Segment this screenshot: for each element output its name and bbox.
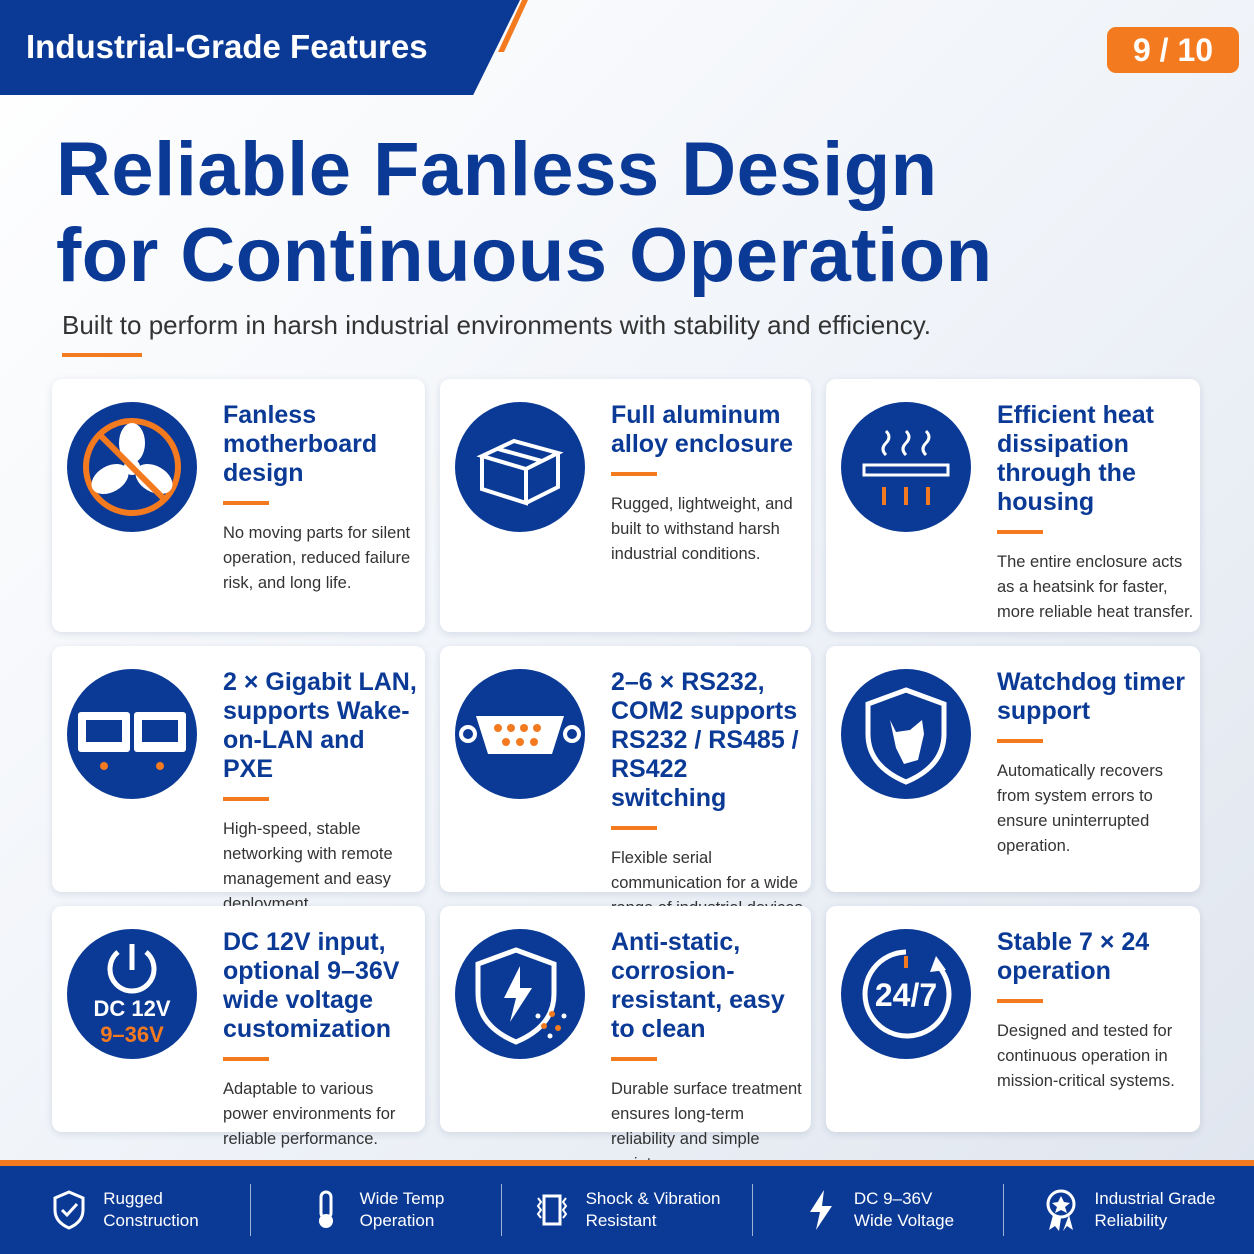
feature-card: 2–6 × RS232, COM2 supports RS232 / RS485… <box>440 646 811 942</box>
feature-icon <box>455 402 585 532</box>
card-rule <box>611 472 657 476</box>
card-text: Anti-static, corrosion-resistant, easy t… <box>611 928 809 1177</box>
footer-item: DC 9–36V Wide Voltage <box>753 1184 1004 1236</box>
card-rule <box>223 1057 269 1061</box>
card-description: Automatically recovers from system error… <box>997 762 1163 855</box>
card-text: Efficient heat dissipation through the h… <box>997 401 1195 625</box>
card-rule <box>223 501 269 505</box>
feature-card: 24/7 Stable 7 × 24 operation Designed and … <box>826 906 1200 1132</box>
footer-icon <box>809 1190 832 1230</box>
card-title: 2–6 × RS232, COM2 supports RS232 / RS485… <box>611 668 799 812</box>
footer-item: Wide Temp Operation <box>251 1184 502 1236</box>
footer-label: Shock & Vibration Resistant <box>586 1188 721 1232</box>
card-description: The entire enclosure acts as a heatsink … <box>997 553 1194 621</box>
feature-icon <box>841 402 971 532</box>
card-text: Watchdog timer support Automatically reco… <box>997 668 1195 859</box>
feature-card: Fanless motherboard design No moving part… <box>52 379 425 632</box>
card-title: Anti-static, corrosion-resistant, easy t… <box>611 928 785 1043</box>
card-description: Designed and tested for continuous opera… <box>997 1022 1175 1090</box>
card-text: 2 × Gigabit LAN, supports Wake-on-LAN an… <box>223 668 421 917</box>
feature-icon <box>67 669 197 799</box>
card-rule <box>223 797 269 801</box>
footer-label-line: Industrial Grade <box>1094 1189 1216 1208</box>
feature-icon <box>455 669 585 799</box>
accent-rule <box>62 353 142 357</box>
footer-icon <box>536 1194 567 1226</box>
feature-card: 2 × Gigabit LAN, supports Wake-on-LAN an… <box>52 646 425 913</box>
icon-text: 24/7 <box>875 977 937 1013</box>
card-title: 2 × Gigabit LAN, supports Wake-on-LAN an… <box>223 668 417 783</box>
footer-label: Wide Temp Operation <box>360 1188 445 1232</box>
card-title: Stable 7 × 24 operation <box>997 928 1150 985</box>
footer-label-line: Construction <box>103 1211 199 1230</box>
footer-label-line: Wide Temp <box>359 1189 445 1208</box>
footer-item: Industrial Grade Reliability <box>1004 1184 1254 1236</box>
title-line: for Continuous Operation <box>56 213 993 298</box>
footer-label: DC 9–36V Wide Voltage <box>854 1188 954 1232</box>
icon-text: 9–36V <box>100 1022 164 1047</box>
header-banner <box>0 0 520 95</box>
footer-icon <box>318 1190 333 1228</box>
feature-icon <box>67 402 197 532</box>
footer-label-line: Wide Voltage <box>853 1211 955 1230</box>
feature-card: DC 12V 9–36V DC 12V input, optional 9–36V … <box>52 906 425 1148</box>
page-badge: 9 / 10 <box>1107 27 1239 73</box>
card-description: High-speed, stable networking with remot… <box>223 820 393 913</box>
footer-item: Shock & Vibration Resistant <box>502 1184 753 1236</box>
footer-label: Rugged Construction <box>103 1188 198 1232</box>
card-description: Adaptable to various power environments … <box>223 1080 396 1148</box>
footer-label-line: Operation <box>359 1211 435 1230</box>
card-rule <box>611 1057 657 1061</box>
card-title: Watchdog timer support <box>997 668 1185 725</box>
feature-card: Watchdog timer support Automatically reco… <box>826 646 1200 892</box>
footer-icon <box>53 1190 85 1230</box>
icon-text: DC 12V <box>93 996 170 1021</box>
footer-rule <box>0 1160 1254 1166</box>
footer-item: Rugged Construction <box>0 1184 251 1236</box>
footer: Rugged Construction Wide Temp Operation Shoc… <box>0 1166 1254 1254</box>
section-label: Industrial-Grade Features <box>26 28 428 65</box>
card-text: Stable 7 × 24 operation Designed and test… <box>997 928 1195 1094</box>
card-text: DC 12V input, optional 9–36V wide voltag… <box>223 928 421 1152</box>
card-text: 2–6 × RS232, COM2 supports RS232 / RS485… <box>611 668 809 946</box>
footer-label-line: Rugged <box>103 1189 163 1208</box>
card-title: Fanless motherboard design <box>223 401 378 487</box>
footer-icon <box>1046 1189 1076 1231</box>
card-rule <box>997 999 1043 1003</box>
feature-icon <box>841 669 971 799</box>
card-description: No moving parts for silent operation, re… <box>223 524 411 592</box>
footer-label: Industrial Grade Reliability <box>1095 1188 1216 1232</box>
footer-label-line: DC 9–36V <box>853 1189 933 1208</box>
card-title: Efficient heat dissipation through the h… <box>997 401 1154 516</box>
title-line: Reliable Fanless Design <box>56 127 938 212</box>
card-rule <box>997 530 1043 534</box>
card-text: Fanless motherboard design No moving part… <box>223 401 421 596</box>
feature-card: Anti-static, corrosion-resistant, easy t… <box>440 906 811 1173</box>
card-rule <box>997 739 1043 743</box>
feature-icon: 24/7 <box>841 929 971 1059</box>
card-title: DC 12V input, optional 9–36V wide voltag… <box>223 928 400 1043</box>
footer-label-line: Shock & Vibration <box>585 1189 721 1208</box>
card-description: Rugged, lightweight, and built to withst… <box>611 495 793 563</box>
card-title: Full aluminum alloy enclosure <box>611 401 794 458</box>
feature-card: Full aluminum alloy enclosure Rugged, lig… <box>440 379 811 632</box>
feature-card: Efficient heat dissipation through the h… <box>826 379 1200 632</box>
card-rule <box>611 826 657 830</box>
footer-label-line: Resistant <box>585 1211 657 1230</box>
card-text: Full aluminum alloy enclosure Rugged, lig… <box>611 401 809 567</box>
feature-icon <box>455 929 585 1059</box>
subtitle: Built to perform in harsh industrial env… <box>62 310 931 340</box>
footer-label-line: Reliability <box>1094 1211 1168 1230</box>
